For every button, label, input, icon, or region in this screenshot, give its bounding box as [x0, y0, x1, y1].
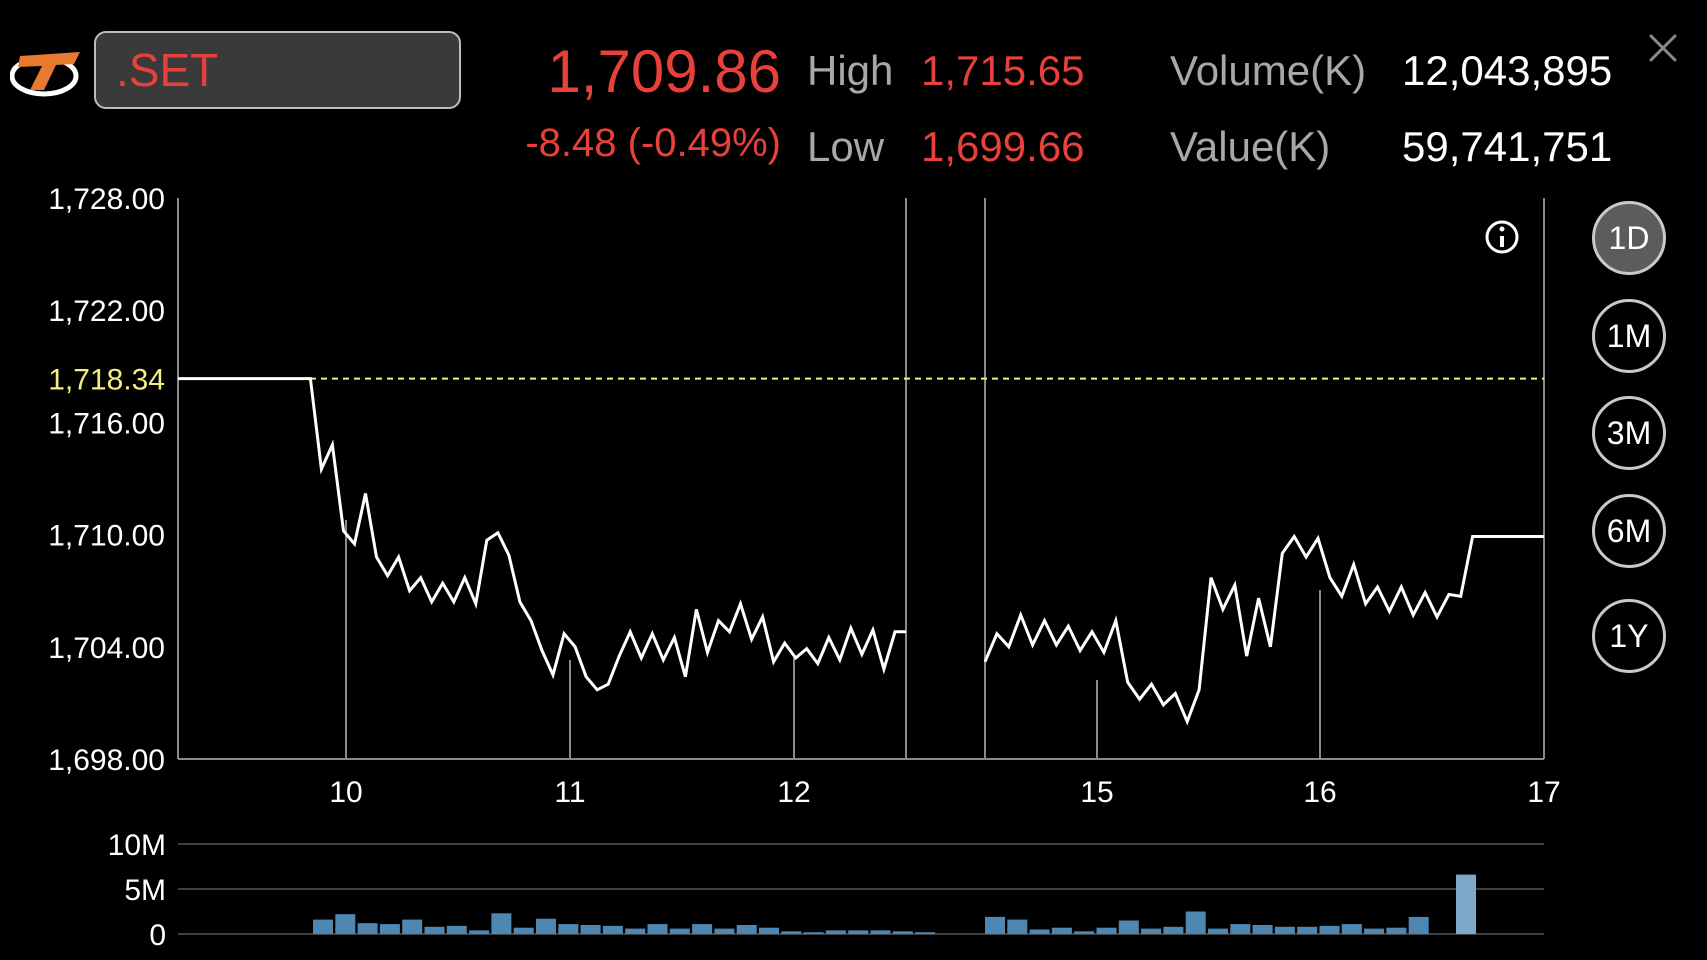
volume-y-tick-label: 10M [108, 829, 166, 862]
volume-bar [1408, 916, 1429, 934]
volume-bar [1029, 929, 1050, 934]
high-label: High [807, 47, 894, 94]
volume-y-tick-label: 5M [124, 874, 166, 907]
volume-bar [1007, 919, 1028, 934]
volume-label: Volume(K) [1170, 47, 1367, 94]
volume-bar [469, 930, 490, 934]
volume-bar [1096, 927, 1117, 934]
volume-bar [1118, 920, 1139, 934]
symbol-input[interactable]: .SET [94, 31, 461, 109]
volume-bar [1456, 874, 1476, 934]
y-tick-label: 1,716.00 [48, 407, 165, 440]
x-tick-label: 17 [1527, 776, 1560, 809]
volume-bar [625, 928, 646, 934]
close-icon[interactable] [1645, 30, 1681, 66]
volume-bar [536, 918, 556, 934]
last-price: 1,709.86 [547, 38, 781, 105]
volume-bar [870, 930, 891, 934]
low-value: 1,699.66 [921, 123, 1085, 170]
volume-bar [1252, 925, 1273, 934]
volume-bar [446, 925, 467, 934]
volume-bar [1051, 927, 1072, 934]
volume-bar [513, 927, 534, 934]
volume-bar [736, 925, 757, 934]
volume-bar [379, 924, 400, 934]
period-1y-button[interactable]: 1Y [1592, 599, 1666, 673]
volume-bar [602, 925, 623, 934]
previous-close-label: 1,718.34 [48, 364, 165, 397]
period-1d-button[interactable]: 1D [1592, 201, 1666, 275]
volume-value: 12,043,895 [1402, 47, 1613, 94]
volume-bar [1074, 931, 1095, 934]
y-tick-label: 1,728.00 [48, 183, 165, 216]
high-value: 1,715.65 [921, 47, 1085, 94]
info-icon[interactable] [1485, 220, 1519, 254]
volume-bar [759, 927, 779, 934]
low-label: Low [807, 123, 885, 170]
volume-bar [1341, 924, 1362, 934]
volume-bar [848, 930, 869, 934]
volume-bar [313, 919, 333, 934]
volume-bar [1364, 928, 1385, 934]
y-tick-label: 1,710.00 [48, 520, 165, 553]
price-change: -8.48 (-0.49%) [525, 121, 781, 165]
volume-bar [1230, 924, 1251, 934]
price-plot: 1,728.00 1,722.00 1,716.00 1,710.00 1,704.00… [48, 183, 1560, 809]
brand-logo-icon [10, 52, 80, 97]
volume-bar [1297, 926, 1318, 934]
volume-bar [647, 924, 668, 934]
volume-bar [1163, 926, 1184, 934]
x-tick-label: 12 [777, 776, 810, 809]
period-3m-button[interactable]: 3M [1592, 396, 1666, 470]
volume-bar [781, 931, 802, 934]
volume-bar [580, 925, 601, 934]
volume-bar [1319, 925, 1340, 934]
volume-bar [335, 914, 356, 934]
value-label: Value(K) [1170, 123, 1331, 170]
volume-bar [692, 924, 713, 934]
volume-bar [558, 924, 579, 934]
y-tick-label: 1,722.00 [48, 295, 165, 328]
price-line-morning [178, 377, 906, 692]
volume-bar [825, 930, 846, 934]
volume-bar [357, 923, 378, 934]
volume-bar [1208, 928, 1228, 934]
volume-bar [1274, 926, 1295, 934]
period-6m-button[interactable]: 6M [1592, 494, 1666, 568]
volume-bar [1386, 927, 1407, 934]
volume-bar [915, 932, 936, 934]
volume-bar [985, 916, 1005, 934]
period-1m-button[interactable]: 1M [1592, 299, 1666, 373]
y-tick-label: 1,704.00 [48, 632, 165, 665]
volume-bar [892, 931, 913, 934]
x-tick-label: 16 [1303, 776, 1336, 809]
x-tick-label: 15 [1080, 776, 1113, 809]
volume-bar [1185, 911, 1206, 934]
volume-bar [714, 928, 735, 934]
volume-plot: 10M 5M 0 [108, 829, 1544, 952]
volume-bar [803, 932, 824, 934]
volume-bar [669, 928, 690, 934]
volume-bar [424, 926, 445, 934]
y-tick-label: 1,698.00 [48, 744, 165, 777]
volume-bar [491, 913, 512, 934]
symbol-text: .SET [116, 44, 219, 96]
volume-bar [402, 919, 423, 934]
x-tick-label: 10 [329, 776, 362, 809]
volume-bar [1141, 928, 1162, 934]
price-line-afternoon [983, 533, 1544, 726]
volume-y-tick-label: 0 [149, 919, 166, 952]
value-amount: 59,741,751 [1402, 123, 1613, 170]
x-tick-label: 11 [554, 776, 585, 809]
